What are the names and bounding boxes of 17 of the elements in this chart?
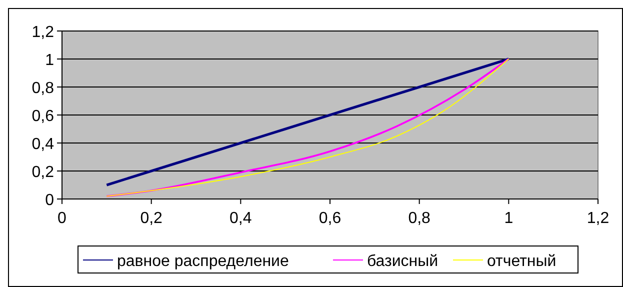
y-tick-label: 0,2 (32, 164, 54, 181)
x-tick-label: 0,4 (230, 210, 252, 227)
legend-label: отчетный (487, 253, 556, 270)
legend-label: равное распределение (117, 253, 289, 270)
legend-label: базисный (367, 253, 438, 270)
y-tick-label: 1 (45, 52, 54, 69)
y-tick-label: 0,6 (32, 108, 54, 125)
y-tick-label: 0 (45, 192, 54, 209)
y-tick-label: 0,8 (32, 80, 54, 97)
x-tick-label: 1 (504, 210, 514, 227)
x-tick-label: 0,8 (408, 210, 431, 227)
x-tick-label: 0 (58, 210, 67, 227)
y-tick-label: 0,4 (32, 136, 54, 153)
x-tick-label: 0,2 (140, 210, 163, 227)
y-tick-label: 1,2 (32, 24, 54, 41)
x-tick-label: 1,2 (586, 210, 610, 227)
x-tick-label: 0,6 (318, 210, 342, 227)
